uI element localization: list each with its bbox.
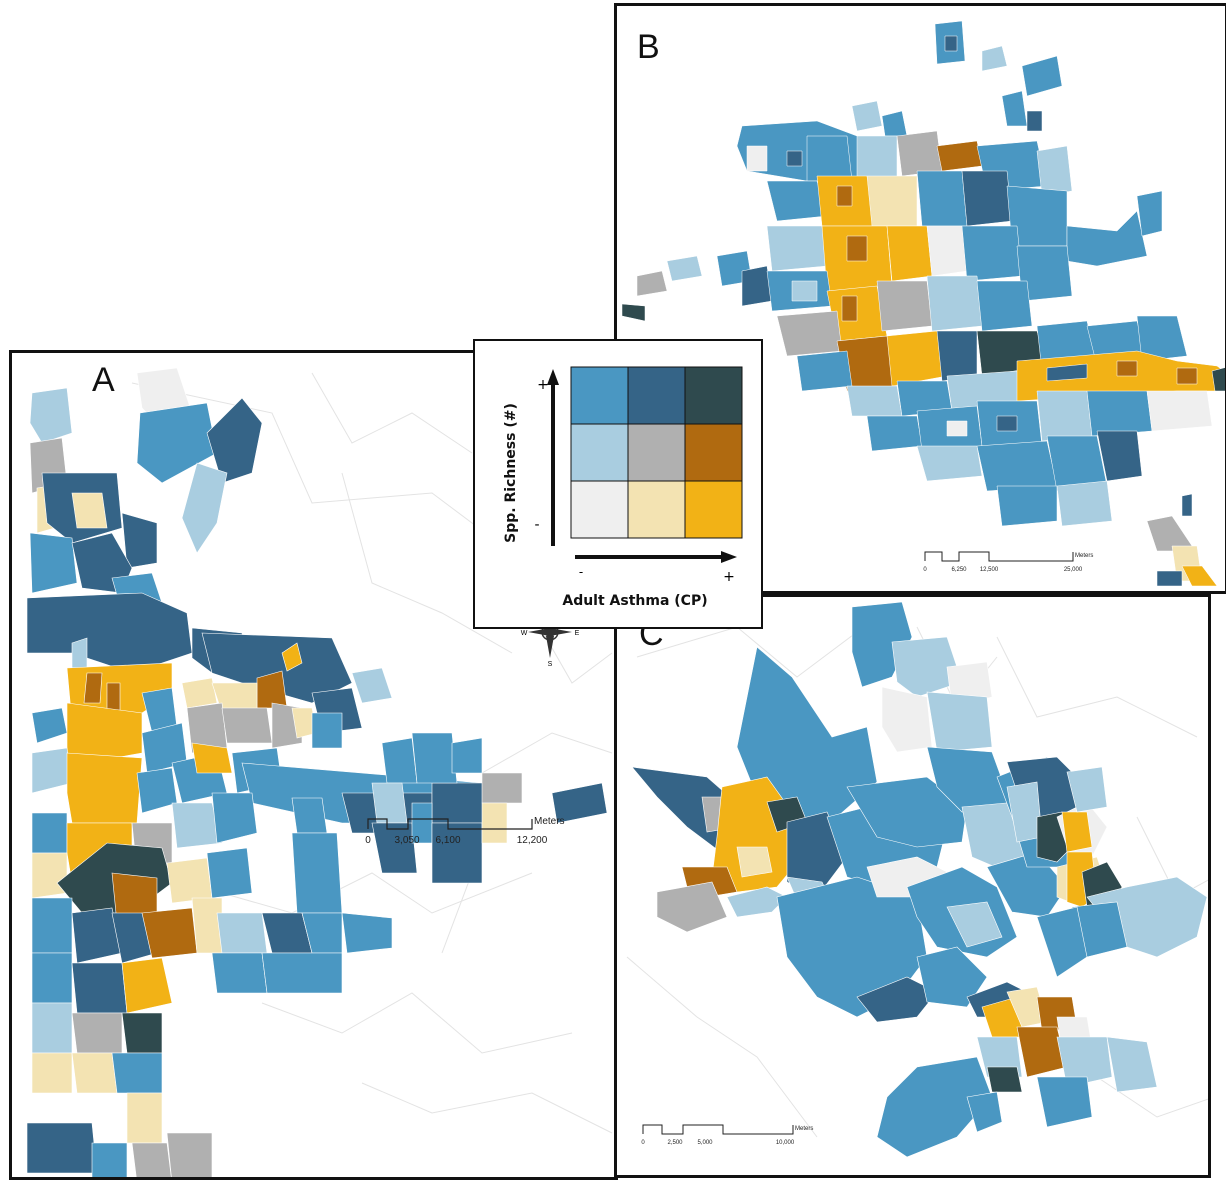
scalebar-c: Meters 0 2,500 5,000 10,000: [641, 1124, 813, 1146]
legend-cell: [684, 366, 743, 425]
scalebar-b-unit: Meters: [1075, 553, 1093, 559]
scalebar-c-tick: 2,500: [667, 1140, 683, 1146]
tract-polygons-b: [621, 20, 1225, 587]
legend-cell: [627, 423, 686, 482]
legend-color-grid: [570, 366, 743, 539]
tract-polygons-c: [631, 601, 1208, 1158]
panel-a-label: A: [92, 361, 115, 399]
legend-cell: [627, 480, 686, 539]
x-axis-label: Adult Asthma (CP): [562, 593, 708, 609]
x-axis-arrowhead-icon: [721, 551, 737, 563]
legend-svg: + - - + Spp. Richness (#): [503, 366, 743, 585]
scalebar-c-tick: 0: [641, 1140, 645, 1146]
y-axis-high-symbol: +: [537, 377, 549, 393]
scalebar-c-tick: 5,000: [697, 1140, 713, 1146]
legend-cell: [684, 480, 743, 539]
scalebar-c-tick: 10,000: [776, 1140, 795, 1146]
y-axis-label: Spp. Richness (#): [503, 403, 519, 543]
compass-east: E: [575, 630, 580, 637]
scalebar-b-tick: 0: [923, 567, 927, 573]
panel-b-label: B: [637, 28, 660, 66]
scalebar-a-tick: 12,200: [517, 835, 548, 846]
scalebar-b-tick: 12,500: [980, 567, 999, 573]
scalebar-b-tick: 6,250: [951, 567, 967, 573]
bivariate-legend: + - - + Spp. Richness (#) Adult Asthma (…: [473, 339, 763, 629]
scalebar-b: Meters 0 6,250 12,500 25,000: [923, 551, 1093, 573]
scalebar-a: Meters 0 3,050 6,100 12,200: [365, 816, 565, 846]
scalebar-a-tick: 0: [365, 835, 371, 846]
compass-rose-icon: N S E W: [521, 600, 580, 668]
scalebar-a-unit: Meters: [534, 816, 565, 827]
legend-cell: [627, 366, 686, 425]
legend-cell: [570, 423, 629, 482]
legend-cell: [684, 423, 743, 482]
y-axis-low-symbol: -: [534, 517, 539, 533]
scalebar-c-unit: Meters: [795, 1126, 813, 1132]
x-axis-low-symbol: -: [579, 565, 583, 579]
scalebar-b-tick: 25,000: [1064, 567, 1083, 573]
scalebar-a-tick: 3,050: [394, 835, 419, 846]
y-axis-arrowhead-icon: [547, 369, 559, 385]
map-c-svg: [626, 601, 1208, 1158]
legend-cell: [570, 366, 629, 425]
compass-west: W: [521, 630, 528, 637]
map-panel-c: C Meters 0 2,500 5,000 10,000: [614, 594, 1211, 1178]
map-b-svg: [621, 20, 1225, 587]
legend-cell: [570, 480, 629, 539]
tract-polygons-a: [26, 367, 608, 1177]
compass-south: S: [548, 661, 553, 668]
map-a-svg: [26, 367, 613, 1177]
scalebar-a-tick: 6,100: [435, 835, 460, 846]
x-axis-high-symbol: +: [723, 569, 735, 585]
